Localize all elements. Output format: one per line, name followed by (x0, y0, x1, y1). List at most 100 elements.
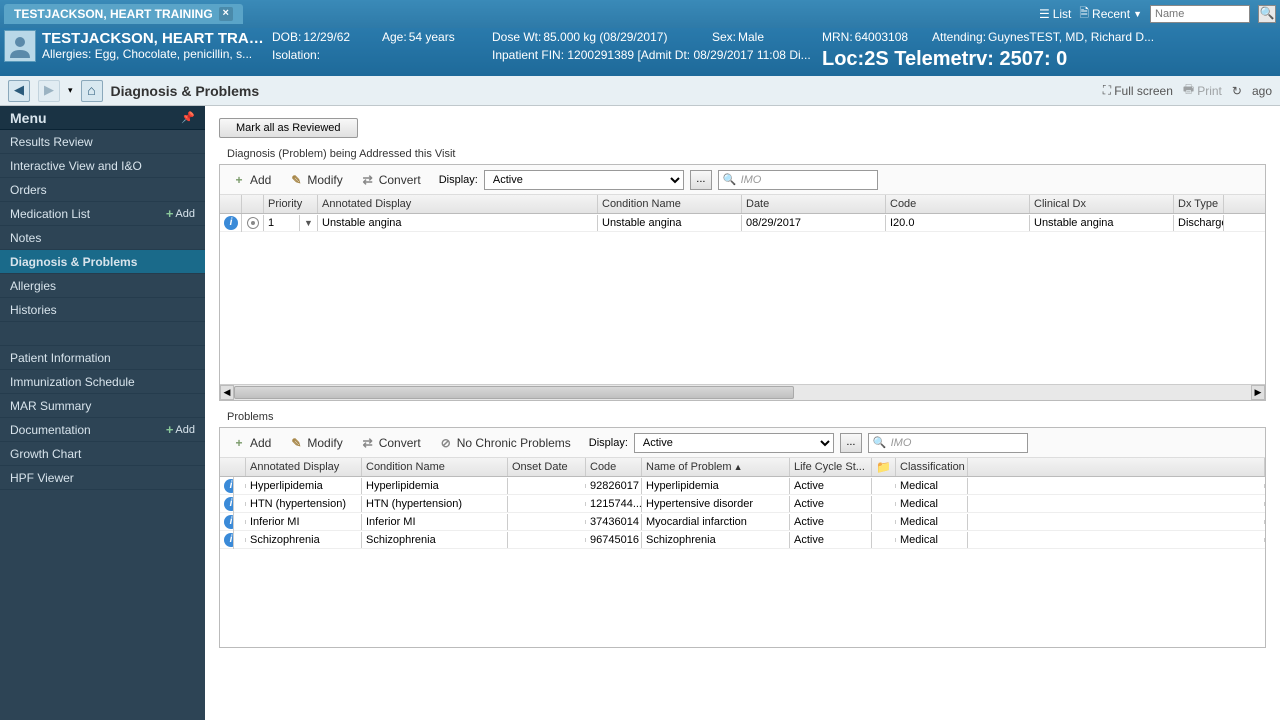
pin-icon[interactable]: 📌 (181, 111, 195, 124)
info-icon[interactable]: i (224, 533, 234, 547)
diag-more-button[interactable]: ... (690, 170, 712, 190)
list-button[interactable]: ☰ List (1039, 7, 1071, 21)
diag-add-button[interactable]: +Add (226, 171, 277, 189)
scroll-thumb[interactable] (234, 386, 794, 399)
prob-display-label: Display: (589, 437, 628, 449)
col-onset[interactable]: Onset Date (508, 458, 586, 476)
menu-gap (0, 322, 205, 346)
table-row[interactable]: iInferior MIInferior MI37436014Myocardia… (220, 513, 1265, 531)
col-dxtype[interactable]: Dx Type (1174, 195, 1224, 213)
refresh-button[interactable]: ↻ (1232, 84, 1242, 98)
sidebar-item[interactable]: Patient Information (0, 346, 205, 370)
col-date[interactable]: Date (742, 195, 886, 213)
prob-display-select[interactable]: Active (634, 433, 834, 453)
col-folder[interactable]: 📁 (872, 458, 896, 476)
print-button[interactable]: 🖶Print (1183, 80, 1222, 101)
sidebar-item[interactable]: Results Review (0, 130, 205, 154)
table-row[interactable]: iHyperlipidemiaHyperlipidemia92826017Hyp… (220, 477, 1265, 495)
col-code[interactable]: Code (886, 195, 1030, 213)
sidebar-item-label: Allergies (10, 279, 56, 293)
back-button[interactable]: ◀ (8, 80, 30, 102)
diag-display-select[interactable]: Active (484, 170, 684, 190)
fullscreen-button[interactable]: ⛶Full screen (1103, 83, 1173, 98)
fullscreen-label: Full screen (1114, 84, 1173, 98)
col-clinical[interactable]: Clinical Dx (1030, 195, 1174, 213)
sidebar-item[interactable]: Allergies (0, 274, 205, 298)
sidebar-item[interactable]: Growth Chart (0, 442, 205, 466)
table-row[interactable]: iHTN (hypertension)HTN (hypertension)121… (220, 495, 1265, 513)
allergies-text[interactable]: Allergies: Egg, Chocolate, penicillin, s… (42, 47, 264, 61)
sidebar-item[interactable]: Diagnosis & Problems (0, 250, 205, 274)
annotated-cell: HTN (hypertension) (246, 496, 362, 512)
col-priority[interactable]: Priority (264, 195, 318, 213)
prob-add-button[interactable]: +Add (226, 434, 277, 452)
sidebar-item[interactable]: MAR Summary (0, 394, 205, 418)
home-button[interactable]: ⌂ (81, 80, 103, 102)
col-annotated[interactable]: Annotated Display (318, 195, 598, 213)
col-condition[interactable]: Condition Name (598, 195, 742, 213)
prob-modify-button[interactable]: ✎Modify (283, 434, 348, 452)
diag-convert-label: Convert (379, 173, 421, 187)
diag-hscroll[interactable]: ◀ ▶ (220, 384, 1265, 400)
sidebar-add-button[interactable]: + Add (166, 422, 195, 437)
prob-imo-search[interactable]: 🔍 IMO (868, 433, 1028, 453)
sidebar-item-label: Patient Information (10, 351, 111, 365)
sex-value: Male (738, 30, 764, 44)
avatar (4, 30, 36, 62)
chevron-down-icon[interactable]: ▼ (304, 218, 313, 228)
info-icon[interactable]: i (224, 479, 234, 493)
diag-convert-button[interactable]: ⇄Convert (355, 171, 427, 189)
col-name[interactable]: Name of Problem▲ (642, 458, 790, 476)
prob-convert-button[interactable]: ⇄Convert (355, 434, 427, 452)
scroll-left-button[interactable]: ◀ (220, 385, 234, 400)
scroll-right-button[interactable]: ▶ (1251, 385, 1265, 400)
col-life[interactable]: Life Cycle St... (790, 458, 872, 476)
prob-imo-label: IMO (891, 437, 912, 449)
sidebar-item[interactable]: Documentation+ Add (0, 418, 205, 442)
sidebar-item-label: Orders (10, 183, 47, 197)
tab-close-icon[interactable]: × (219, 7, 233, 21)
sidebar-item-label: HPF Viewer (10, 471, 74, 485)
code-cell: 37436014 (586, 514, 642, 530)
sidebar-item[interactable]: Interactive View and I&O (0, 154, 205, 178)
sidebar-item-label: Results Review (10, 135, 93, 149)
sidebar-item[interactable]: Notes (0, 226, 205, 250)
diag-imo-search[interactable]: 🔍IMO (718, 170, 878, 190)
prob-more-button[interactable]: ... (840, 433, 862, 453)
class-cell: Medical (896, 514, 968, 530)
sidebar-add-button[interactable]: + Add (166, 206, 195, 221)
col-code[interactable]: Code (586, 458, 642, 476)
list-label: List (1053, 7, 1072, 21)
table-row[interactable]: i1▼Unstable anginaUnstable angina08/29/2… (220, 214, 1265, 232)
info-icon[interactable]: i (224, 497, 234, 511)
no-chronic-button[interactable]: ⊘No Chronic Problems (433, 434, 577, 452)
life-cell: Active (790, 496, 872, 512)
patient-tab[interactable]: TESTJACKSON, HEART TRAINING × (4, 4, 243, 24)
mark-all-reviewed-button[interactable]: Mark all as Reviewed (219, 118, 358, 138)
code-cell: 96745016 (586, 532, 642, 548)
onset-cell (508, 538, 586, 542)
sidebar-item[interactable]: Histories (0, 298, 205, 322)
col-annotated[interactable]: Annotated Display (246, 458, 362, 476)
diag-modify-button[interactable]: ✎Modify (283, 171, 348, 189)
class-cell: Medical (896, 532, 968, 548)
onset-cell (508, 502, 586, 506)
col-class[interactable]: Classification (896, 458, 968, 476)
nav-dropdown-icon[interactable]: ▾ (68, 85, 73, 96)
search-button[interactable]: 🔍 (1258, 5, 1276, 23)
info-icon[interactable]: i (224, 515, 234, 529)
search-icon: 🔍 (873, 436, 887, 449)
pencil-icon: ✎ (289, 173, 303, 187)
info-icon[interactable]: i (224, 216, 238, 230)
forward-button[interactable]: ▶ (38, 80, 60, 102)
name-search-input[interactable] (1150, 5, 1250, 23)
sidebar-item[interactable]: Medication List+ Add (0, 202, 205, 226)
plus-icon: + (232, 173, 246, 187)
sidebar-item-label: Diagnosis & Problems (10, 255, 137, 269)
recent-button[interactable]: 🗎 Recent ▼ (1079, 4, 1142, 25)
col-condition[interactable]: Condition Name (362, 458, 508, 476)
sidebar-item[interactable]: Immunization Schedule (0, 370, 205, 394)
sidebar-item[interactable]: Orders (0, 178, 205, 202)
sidebar-item[interactable]: HPF Viewer (0, 466, 205, 490)
table-row[interactable]: iSchizophreniaSchizophrenia96745016Schiz… (220, 531, 1265, 549)
